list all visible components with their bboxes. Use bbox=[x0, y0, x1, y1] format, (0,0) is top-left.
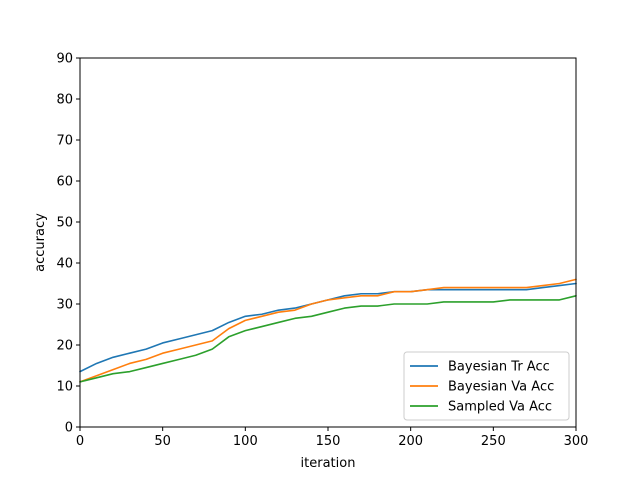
y-tick-label: 30 bbox=[56, 298, 73, 313]
x-tick-label: 150 bbox=[316, 434, 341, 449]
y-tick-label: 10 bbox=[56, 380, 73, 395]
y-tick-label: 80 bbox=[56, 93, 73, 108]
y-tick-label: 40 bbox=[56, 257, 73, 272]
legend: Bayesian Tr Acc Bayesian Va Acc Sampled Va… bbox=[403, 351, 570, 421]
x-tick-label: 50 bbox=[154, 434, 171, 449]
x-tick-label: 100 bbox=[233, 434, 258, 449]
series-layer bbox=[79, 278, 577, 383]
x-tick-label: 200 bbox=[398, 434, 423, 449]
x-tick-label: 250 bbox=[481, 434, 506, 449]
y-tick-label: 60 bbox=[56, 175, 73, 190]
legend-box bbox=[403, 351, 570, 421]
legend-label: Bayesian Tr Acc bbox=[448, 360, 550, 375]
y-axis-label: accuracy bbox=[33, 213, 48, 272]
x-axis: 0 50 100 150 200 250 300 bbox=[76, 427, 589, 449]
legend-label: Sampled Va Acc bbox=[448, 400, 552, 415]
y-tick-label: 50 bbox=[56, 216, 73, 231]
legend-label: Bayesian Va Acc bbox=[448, 380, 554, 395]
series-line-2 bbox=[79, 278, 577, 383]
x-tick-label: 300 bbox=[564, 434, 589, 449]
x-tick-label: 0 bbox=[76, 434, 84, 449]
y-tick-label: 90 bbox=[56, 52, 73, 67]
y-axis: 0 10 20 30 40 50 60 70 80 90 bbox=[56, 52, 80, 436]
y-tick-label: 70 bbox=[56, 134, 73, 149]
y-tick-label: 20 bbox=[56, 339, 73, 354]
y-tick-label: 0 bbox=[65, 421, 73, 436]
x-axis-label: iteration bbox=[301, 456, 356, 471]
series-line-3 bbox=[79, 294, 577, 383]
